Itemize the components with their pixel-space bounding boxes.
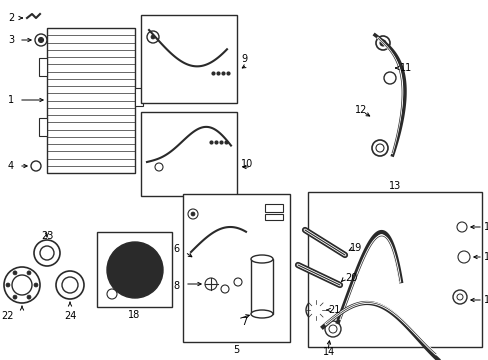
Bar — [141, 15, 237, 103]
Text: 1: 1 — [8, 95, 14, 105]
Text: 6: 6 — [173, 244, 179, 254]
Text: 20: 20 — [345, 273, 357, 283]
Text: 15: 15 — [483, 295, 488, 305]
Bar — [250, 259, 272, 314]
Text: 5: 5 — [232, 345, 239, 355]
Bar — [39, 58, 47, 76]
Text: 13: 13 — [388, 181, 400, 191]
Text: 19: 19 — [349, 243, 362, 253]
Text: 9: 9 — [241, 54, 246, 64]
Circle shape — [39, 37, 43, 42]
Text: 22: 22 — [2, 311, 14, 321]
Text: 16: 16 — [483, 252, 488, 262]
Text: 11: 11 — [399, 63, 411, 73]
Text: 18: 18 — [128, 310, 140, 320]
Bar — [39, 118, 47, 136]
Circle shape — [13, 271, 17, 275]
Ellipse shape — [250, 310, 272, 318]
Bar — [97, 232, 172, 307]
Text: 12: 12 — [354, 105, 366, 115]
Circle shape — [13, 295, 17, 299]
Text: 14: 14 — [323, 347, 335, 357]
Circle shape — [6, 283, 10, 287]
Circle shape — [27, 295, 31, 299]
Circle shape — [127, 262, 142, 278]
Circle shape — [107, 242, 163, 298]
Text: 7: 7 — [241, 317, 247, 327]
Text: 3: 3 — [8, 35, 14, 45]
Circle shape — [151, 35, 155, 39]
Circle shape — [379, 40, 385, 46]
Text: 23: 23 — [41, 231, 53, 241]
Text: 24: 24 — [63, 311, 76, 321]
Bar — [141, 112, 237, 196]
Text: 8: 8 — [173, 281, 179, 291]
Text: 10: 10 — [241, 159, 253, 169]
Circle shape — [191, 212, 195, 216]
Bar — [47, 28, 135, 173]
Bar — [135, 88, 142, 106]
Text: 4: 4 — [8, 161, 14, 171]
Bar — [264, 214, 283, 220]
Circle shape — [27, 271, 31, 275]
Bar — [183, 194, 289, 342]
Circle shape — [34, 283, 38, 287]
Bar — [307, 192, 481, 347]
Text: 21: 21 — [327, 305, 340, 315]
Bar — [264, 204, 283, 212]
Text: 17: 17 — [483, 222, 488, 232]
Text: 2: 2 — [8, 13, 14, 23]
Ellipse shape — [250, 255, 272, 263]
